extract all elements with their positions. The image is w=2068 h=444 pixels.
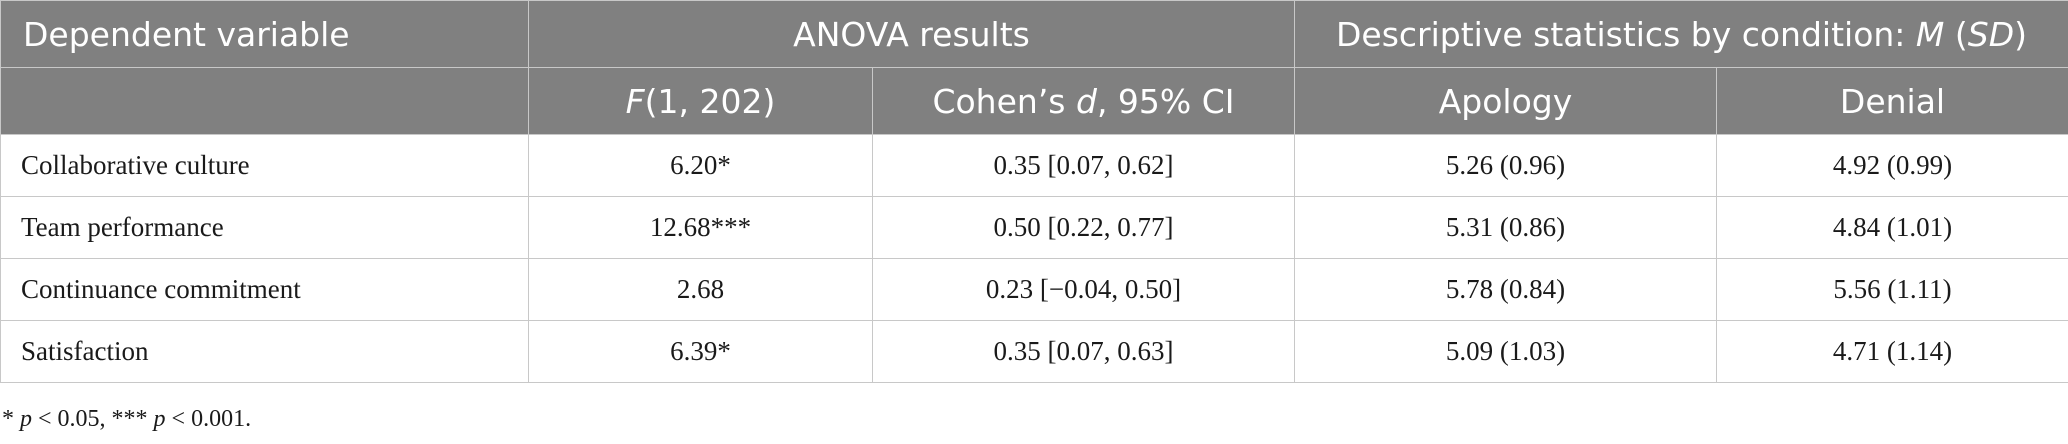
cell-cohens-d: 0.23 [−0.04, 0.50] [872,258,1295,321]
cell-f: 2.68 [528,258,873,321]
f-letter: F [625,81,645,121]
f-df: (1, 202) [644,81,776,121]
header-dependent-variable: Dependent variable [0,0,529,68]
header-denial: Denial [1716,67,2068,135]
header-f-statistic: F(1, 202) [528,67,873,135]
results-table-container: Dependent variable ANOVA results Descrip… [0,0,2068,383]
table-row: Collaborative culture 6.20* 0.35 [0.07, … [0,134,2068,197]
cell-denial: 4.84 (1.01) [1716,196,2068,259]
cell-f: 12.68*** [528,196,873,259]
header-row-bottom: F(1, 202) Cohen’s d, 95% CI Apology Deni… [0,67,2068,135]
descriptive-sd: SD [1967,14,2015,54]
cell-cohens-d: 0.50 [0.22, 0.77] [872,196,1295,259]
cell-denial: 4.92 (0.99) [1716,134,2068,197]
footnote-t1: < 0.05, *** [32,406,154,432]
table-row: Satisfaction 6.39* 0.35 [0.07, 0.63] 5.0… [0,320,2068,383]
descriptive-prefix: Descriptive statistics by condition: [1336,14,1916,54]
cell-variable: Collaborative culture [0,134,529,197]
cell-variable: Continuance commitment [0,258,529,321]
cell-f: 6.20* [528,134,873,197]
cell-variable: Team performance [0,196,529,259]
cell-variable: Satisfaction [0,320,529,383]
cell-apology: 5.31 (0.86) [1294,196,1717,259]
cell-denial: 4.71 (1.14) [1716,320,2068,383]
cohens-d-letter: d [1076,81,1097,121]
cell-apology: 5.26 (0.96) [1294,134,1717,197]
cell-cohens-d: 0.35 [0.07, 0.63] [872,320,1295,383]
table-footnote: * p < 0.05, *** p < 0.001. [2,406,251,433]
header-descriptive-statistics: Descriptive statistics by condition: M (… [1294,0,2068,68]
cohens-prefix: Cohen’s [932,81,1076,121]
cell-denial: 5.56 (1.11) [1716,258,2068,321]
header-anova-results: ANOVA results [528,0,1295,68]
cell-apology: 5.09 (1.03) [1294,320,1717,383]
header-empty-cell [0,67,529,135]
table-row: Continuance commitment 2.68 0.23 [−0.04,… [0,258,2068,321]
header-apology: Apology [1294,67,1717,135]
descriptive-open: ( [1944,14,1968,54]
cohens-suffix: , 95% CI [1096,81,1235,121]
descriptive-m: M [1915,14,1945,54]
table-row: Team performance 12.68*** 0.50 [0.22, 0.… [0,196,2068,259]
cell-cohens-d: 0.35 [0.07, 0.62] [872,134,1295,197]
header-row-top: Dependent variable ANOVA results Descrip… [0,0,2068,68]
footnote-p2: p [153,406,166,432]
cell-f: 6.39* [528,320,873,383]
cell-apology: 5.78 (0.84) [1294,258,1717,321]
anova-results-table: Dependent variable ANOVA results Descrip… [0,0,2068,383]
descriptive-close: ) [2014,14,2027,54]
footnote-p1: p [20,406,32,432]
header-cohens-d: Cohen’s d, 95% CI [872,67,1295,135]
footnote-t2: < 0.001. [165,406,252,432]
footnote-star1: * [2,406,20,432]
